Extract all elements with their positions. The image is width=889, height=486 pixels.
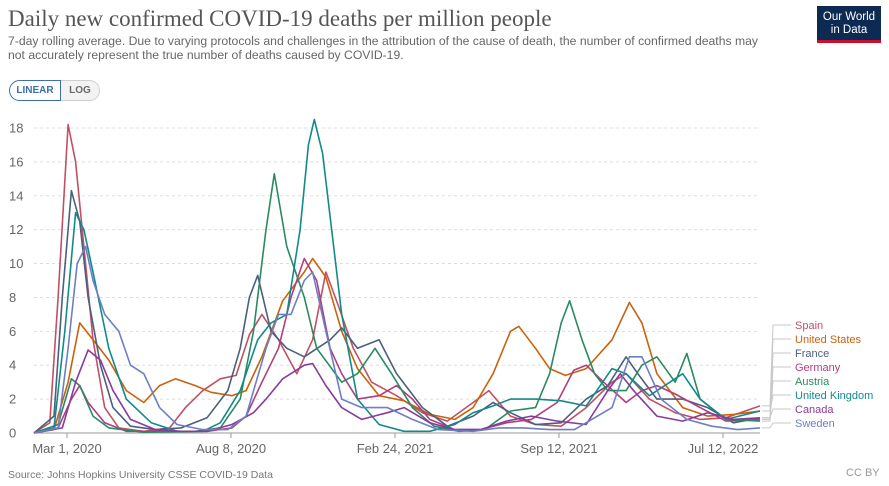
gridlines [34, 127, 760, 400]
chart-title: Daily new confirmed COVID-19 deaths per … [8, 6, 552, 31]
x-tick-label: Jul 12, 2022 [688, 441, 759, 456]
logo-line-1: Our World [822, 11, 876, 23]
legend-label: Germany [795, 362, 841, 374]
legend-label: Spain [795, 320, 823, 332]
legend-label: Sweden [795, 418, 835, 430]
y-tick-label: 2 [9, 392, 16, 407]
legend-connector [762, 366, 791, 420]
series-line-united-states [33, 257, 761, 434]
linear-scale-button[interactable]: LINEAR [9, 80, 61, 101]
series-line-germany [33, 257, 761, 434]
y-tick-label: 16 [9, 154, 23, 169]
legend-connector [762, 324, 791, 407]
y-tick-label: 0 [9, 426, 16, 441]
x-tick-label: Sep 12, 2021 [520, 441, 597, 456]
source-note: Source: Johns Hopkins University CSSE CO… [8, 469, 273, 481]
legend-label: France [795, 348, 829, 360]
y-tick-label: 4 [9, 358, 16, 373]
legend-label: United Kingdom [795, 390, 873, 402]
legend-connector [762, 422, 791, 429]
series-line-sweden [33, 245, 761, 434]
y-tick-label: 12 [9, 222, 23, 237]
series-line-united-kingdom [33, 118, 761, 434]
legend-label: Canada [795, 404, 834, 416]
y-tick-label: 18 [9, 121, 23, 136]
license-badge[interactable]: CC BY [846, 467, 880, 479]
legend: Spain United States France Germany Austria Un… [762, 320, 873, 430]
series-line-spain [33, 123, 761, 434]
log-scale-button[interactable]: LOG [61, 80, 100, 101]
legend-connector [762, 352, 791, 419]
legend-label: United States [795, 334, 862, 346]
owid-logo[interactable]: Our World in Data [817, 6, 881, 42]
chart-subtitle: 7-day rolling average. Due to varying pr… [8, 34, 758, 62]
series-line-austria [33, 173, 761, 434]
y-tick-label: 6 [9, 324, 16, 339]
legend-connector [762, 394, 791, 412]
legend-connector [762, 338, 791, 412]
x-tick-label: Feb 24, 2021 [357, 441, 434, 456]
series-lines [33, 118, 761, 434]
legend-connector [762, 380, 791, 422]
logo-line-2: in Data [830, 24, 868, 36]
legend-label: Austria [795, 376, 830, 388]
y-tick-label: 8 [9, 290, 16, 305]
logo-accent-stripe [817, 40, 881, 43]
legend-connector [762, 408, 791, 419]
y-tick-label: 10 [9, 256, 23, 271]
y-tick-label: 14 [9, 188, 23, 203]
axes: 0 2 4 6 8 10 12 14 16 18 Mar 1, 2020 Aug 8, 2020 Feb… [9, 121, 760, 456]
x-tick-label: Aug 8, 2020 [196, 441, 266, 456]
x-tick-label: Mar 1, 2020 [32, 441, 101, 456]
